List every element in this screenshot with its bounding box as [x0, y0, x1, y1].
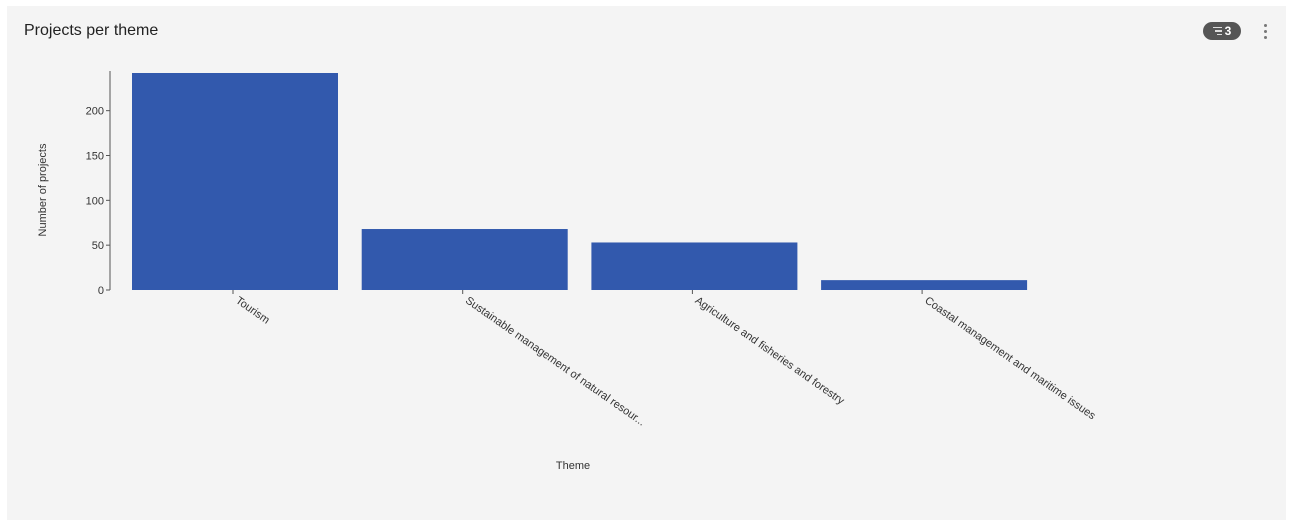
- y-tick-label: 50: [92, 240, 104, 252]
- kebab-menu-icon[interactable]: [1259, 21, 1271, 41]
- filter-lines-icon: [1212, 26, 1222, 36]
- y-tick-label: 100: [86, 195, 104, 207]
- y-tick-label: 200: [86, 106, 104, 118]
- bar: [132, 73, 338, 290]
- panel-title: Projects per theme: [24, 22, 159, 39]
- y-axis-title: Number of projects: [37, 143, 49, 236]
- x-tick-label: Coastal management and maritime issues: [922, 295, 1098, 423]
- x-tick-label: Tourism: [233, 295, 271, 327]
- bar: [821, 280, 1028, 290]
- y-tick-label: 0: [98, 285, 104, 297]
- bar: [361, 229, 568, 290]
- filter-count: 3: [1224, 24, 1232, 38]
- bar: [591, 242, 798, 290]
- filter-badge[interactable]: 3: [1203, 22, 1241, 40]
- x-axis-title: Theme: [556, 460, 590, 472]
- x-tick-label: Sustainable management of natural resour…: [463, 295, 647, 429]
- y-tick-label: 150: [86, 150, 104, 162]
- x-tick-label: Agriculture and fisheries and forestry: [693, 295, 847, 408]
